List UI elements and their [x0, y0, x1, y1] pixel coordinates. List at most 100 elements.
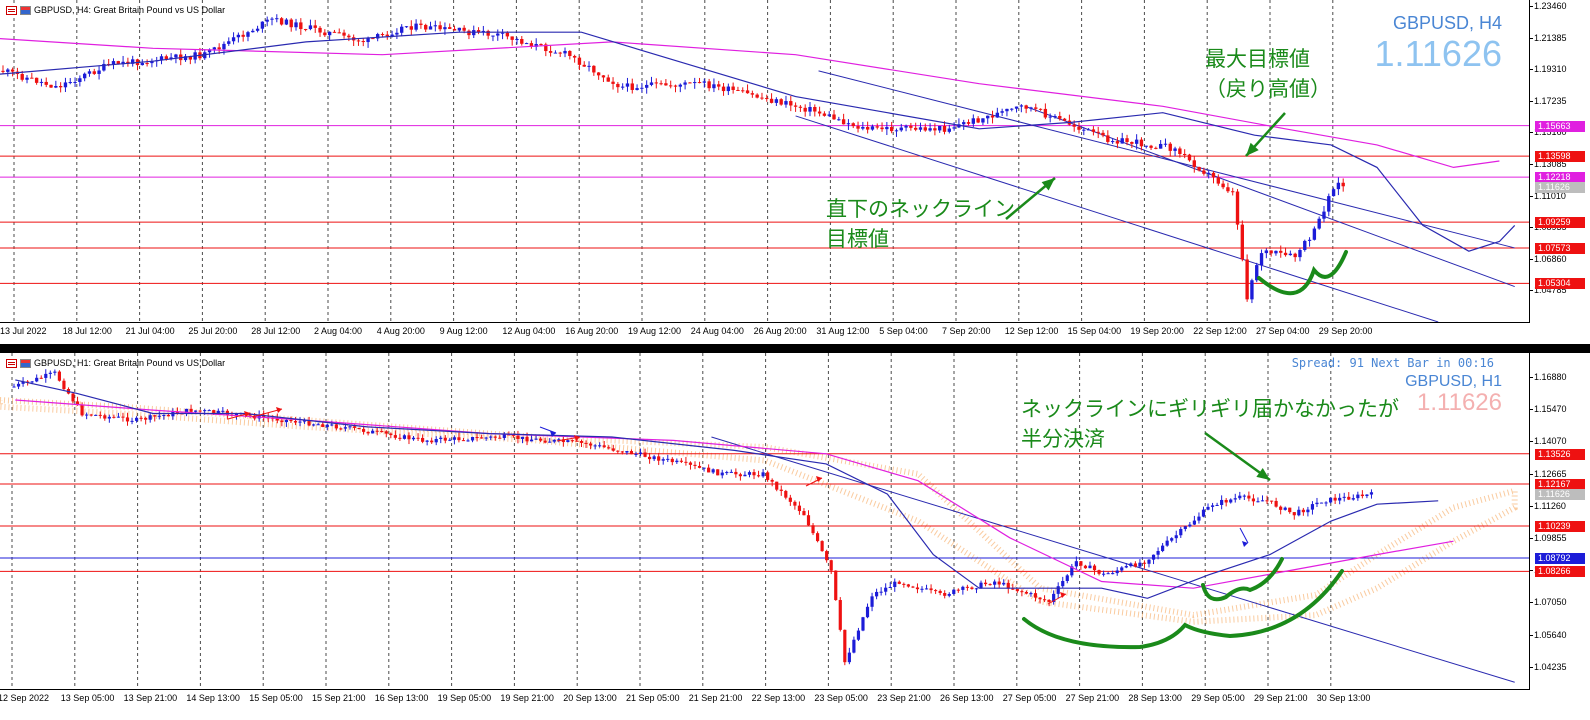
bottom-chart-plot[interactable]	[0, 353, 1530, 689]
panel-separator[interactable]	[0, 344, 1590, 353]
candle-body	[1120, 567, 1124, 571]
candle-body	[293, 421, 298, 423]
bottom-time-axis[interactable]: 12 Sep 2022 13 Sep 05:00 13 Sep 21:00 14 Se…	[0, 689, 1530, 712]
top-price-axis[interactable]: 1.23460 1.21385 1.19310 1.17235 1.15160 1.130…	[1529, 0, 1590, 322]
candle-body	[1322, 211, 1326, 219]
candle-body	[1088, 565, 1092, 569]
bottom-chart-panel[interactable]: GBPUSD, H1: Great Britain Pound vs US Do…	[0, 353, 1590, 720]
chart-window-icon[interactable]	[6, 358, 17, 368]
candle-body	[1211, 172, 1216, 178]
time-label: 21 Jul 04:00	[125, 326, 175, 336]
candle-body	[475, 437, 479, 439]
candle-body	[505, 32, 510, 37]
candle-body	[679, 460, 683, 462]
candle-body	[1274, 250, 1278, 254]
bottom-price-axis[interactable]: 1.16880 1.15470 1.14070 1.12665 1.11260 1.098…	[1529, 353, 1590, 689]
candle-body	[634, 453, 638, 455]
candle-body	[111, 61, 116, 65]
candle-body	[1058, 115, 1062, 119]
candle-body	[601, 75, 606, 78]
time-label: 26 Sep 13:00	[940, 693, 994, 703]
time-label: 2 Aug 04:00	[314, 326, 363, 336]
candle-body	[1168, 143, 1172, 151]
candle-body	[829, 560, 833, 571]
candle-body	[476, 30, 481, 33]
candle-body	[1165, 540, 1169, 546]
time-label: 4 Aug 20:00	[376, 326, 425, 336]
time-label: 18 Jul 12:00	[62, 326, 112, 336]
candle-body	[644, 84, 649, 88]
candle-body	[112, 416, 116, 418]
candle-body	[675, 460, 679, 463]
candle-body	[986, 115, 990, 119]
candle-body	[988, 584, 992, 586]
candle-body	[1178, 148, 1182, 154]
candle-body	[1015, 589, 1019, 592]
price-tick-label: 1.12665	[1530, 469, 1590, 480]
time-label: 30 Sep 13:00	[1316, 693, 1371, 703]
time-label: 12 Sep 2022	[0, 693, 50, 703]
time-label: 27 Sep 21:00	[1065, 693, 1120, 703]
candle-body	[174, 54, 178, 58]
candle-body	[498, 437, 502, 439]
candle-body	[169, 57, 173, 59]
candle-body	[815, 533, 820, 542]
signal-arrow-line	[251, 408, 283, 418]
chart-window-icon[interactable]	[6, 5, 17, 15]
candle-body	[298, 421, 302, 423]
top-chart-panel[interactable]: GBPUSD, H4: Great Britain Pound vs US Do…	[0, 0, 1590, 344]
candle-body	[995, 112, 1000, 118]
candle-body	[130, 420, 134, 422]
candle-body	[741, 90, 745, 92]
candle-body	[981, 118, 985, 123]
candle-body	[470, 437, 475, 441]
candle-body	[1065, 575, 1069, 581]
candle-body	[1260, 500, 1265, 502]
price-tick-label: 1.05640	[1530, 630, 1590, 641]
candle-body	[894, 130, 899, 132]
candle-body	[1360, 494, 1364, 497]
candle-body	[993, 581, 997, 585]
top-chart-plot[interactable]	[0, 0, 1530, 322]
price-tick-label: 1.15470	[1530, 404, 1590, 415]
candle-body	[30, 77, 34, 79]
price-level-tag: 1.09259	[1535, 217, 1585, 229]
candle-body	[1125, 138, 1129, 143]
candle-body	[775, 481, 779, 490]
candle-body	[1074, 561, 1078, 567]
candle-body	[659, 83, 663, 85]
candle-body	[1310, 504, 1315, 510]
time-label: 19 Sep 20:00	[1130, 326, 1184, 336]
candle-body	[774, 99, 779, 103]
candle-body	[348, 426, 352, 428]
candle-body	[153, 415, 157, 417]
candle-body	[745, 90, 750, 94]
candle-body	[35, 377, 39, 382]
candle-body	[316, 424, 320, 426]
candle-body	[1120, 138, 1124, 144]
candle-body	[684, 461, 688, 463]
candle-body	[1329, 497, 1333, 503]
candle-body	[587, 65, 591, 67]
candle-body	[448, 439, 452, 441]
candle-body	[116, 61, 120, 65]
top-time-axis[interactable]: 13 Jul 2022 18 Jul 12:00 21 Jul 04:00 25 Ju…	[0, 322, 1530, 344]
candle-body	[756, 475, 761, 477]
time-label: 16 Aug 20:00	[565, 326, 619, 336]
candle-body	[207, 410, 211, 412]
candle-body	[979, 582, 983, 589]
candle-body	[384, 431, 388, 434]
candle-body	[825, 551, 829, 561]
candle-body	[534, 438, 538, 440]
candle-body	[1014, 106, 1019, 109]
candle-body	[1233, 498, 1237, 500]
neckline-target-annotation: 直下のネックライン 目標値	[826, 198, 1015, 251]
candle-body	[1202, 170, 1206, 174]
candle-body	[611, 81, 615, 84]
candle-body	[1138, 562, 1142, 567]
candle-body	[1247, 495, 1251, 499]
candle-body	[918, 127, 923, 130]
candle-body	[1250, 280, 1254, 300]
candle-body	[1170, 538, 1174, 541]
trend-channel-line	[711, 436, 1515, 683]
